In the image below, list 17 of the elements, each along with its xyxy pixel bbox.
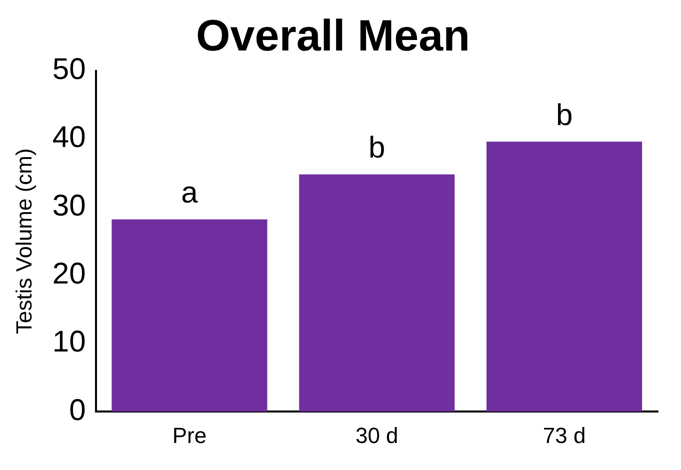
bar: [299, 174, 455, 412]
y-tick-label: 20: [52, 258, 86, 291]
annotation: b: [368, 132, 386, 165]
annotation: b: [556, 98, 573, 132]
annotation: a: [181, 176, 198, 210]
y-axis-title: Testis Volume (cm): [11, 148, 36, 334]
y-tick-label: 0: [69, 394, 86, 427]
y-tick-label: 40: [52, 121, 86, 154]
y-tick-label: 10: [52, 326, 86, 359]
y-tick-label: 30: [52, 189, 86, 222]
x-tick-label: 73 d: [542, 422, 586, 448]
bar: [486, 142, 642, 412]
bar: [112, 219, 268, 412]
x-tick-label: Pre: [172, 422, 207, 448]
y-tick-label: 50: [52, 53, 86, 86]
chart-title: Overall Mean: [196, 12, 470, 61]
x-tick-label: 30 d: [355, 422, 398, 448]
